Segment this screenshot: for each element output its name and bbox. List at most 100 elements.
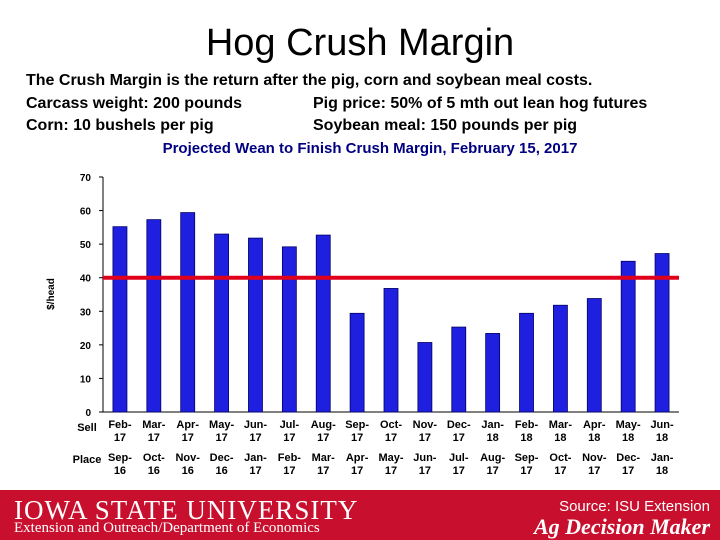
place-tick-label: Nov- xyxy=(175,452,200,464)
place-tick-label: Jun- xyxy=(413,452,437,464)
place-tick-label: 17 xyxy=(283,465,295,477)
y-tick-label: 50 xyxy=(80,240,92,251)
source-text: Source: ISU Extension xyxy=(559,498,710,515)
pig-price-text: Pig price: 50% of 5 mth out lean hog fut… xyxy=(313,95,648,112)
place-tick-label: 17 xyxy=(385,465,397,477)
sell-tick-label: Jun- xyxy=(650,419,674,431)
sell-tick-label: Jan- xyxy=(481,419,504,431)
sell-tick-label: Aug- xyxy=(311,419,336,431)
place-tick-label: 17 xyxy=(351,465,363,477)
corn-text: Corn: 10 bushels per pig xyxy=(26,117,214,134)
sell-tick-label: 18 xyxy=(554,432,566,444)
y-axis-label: $/head xyxy=(46,278,57,310)
place-tick-label: Apr- xyxy=(346,452,369,464)
place-tick-label: Dec- xyxy=(210,452,234,464)
y-tick-label: 40 xyxy=(80,274,92,285)
y-tick-label: 10 xyxy=(80,374,92,385)
sell-tick-label: 18 xyxy=(487,432,499,444)
sell-tick-label: 17 xyxy=(351,432,363,444)
sell-tick-label: 17 xyxy=(182,432,194,444)
sell-tick-label: 17 xyxy=(249,432,261,444)
bar xyxy=(654,253,670,413)
soybean-meal-text: Soybean meal: 150 pounds per pig xyxy=(313,117,578,134)
place-tick-label: 17 xyxy=(487,465,499,477)
carcass-weight-text: Carcass weight: 200 pounds xyxy=(26,95,243,112)
bar xyxy=(553,304,568,413)
sell-tick-label: 18 xyxy=(588,432,600,444)
sell-tick-label: 18 xyxy=(656,432,668,444)
sell-tick-label: Feb- xyxy=(515,419,539,431)
place-tick-label: 17 xyxy=(317,465,329,477)
sell-tick-label: 17 xyxy=(419,432,431,444)
place-tick-label: May- xyxy=(378,452,403,464)
sell-row-label: Sell xyxy=(77,422,97,434)
sell-tick-label: 17 xyxy=(283,432,295,444)
place-tick-label: 17 xyxy=(419,465,431,477)
bar xyxy=(349,312,365,413)
sell-tick-label: Nov- xyxy=(413,419,438,431)
place-tick-label: 17 xyxy=(249,465,261,477)
place-tick-label: 16 xyxy=(148,465,160,477)
place-tick-label: 17 xyxy=(453,465,465,477)
place-tick-label: Feb- xyxy=(278,452,302,464)
sell-tick-label: 17 xyxy=(453,432,465,444)
department-text: Extension and Outreach/Department of Eco… xyxy=(14,520,320,536)
y-tick-label: 30 xyxy=(80,307,92,318)
sell-tick-label: Apr- xyxy=(176,419,199,431)
bar xyxy=(112,226,128,413)
place-tick-label: Dec- xyxy=(616,452,640,464)
bar xyxy=(586,298,602,413)
bar xyxy=(180,212,196,413)
sell-tick-label: 17 xyxy=(215,432,227,444)
sell-tick-label: 18 xyxy=(520,432,532,444)
bar xyxy=(281,246,297,413)
sell-tick-label: 17 xyxy=(148,432,160,444)
sell-tick-label: Jul- xyxy=(280,419,300,431)
place-tick-label: 17 xyxy=(520,465,532,477)
place-tick-label: 17 xyxy=(588,465,600,477)
slide-title: Hog Crush Margin xyxy=(205,22,515,64)
place-tick-label: Jan- xyxy=(244,452,267,464)
sell-tick-label: Mar- xyxy=(142,419,166,431)
sell-tick-label: Apr- xyxy=(583,419,606,431)
bar xyxy=(485,333,501,413)
bar xyxy=(519,312,534,413)
y-tick-label: 70 xyxy=(80,173,92,184)
bar xyxy=(417,342,433,413)
sell-tick-label: May- xyxy=(209,419,234,431)
crush-margin-chart: Projected Wean to Finish Crush Margin, F… xyxy=(46,140,679,477)
bar xyxy=(451,326,467,413)
sell-tick-label: 18 xyxy=(622,432,634,444)
place-tick-label: Jul- xyxy=(449,452,469,464)
bar xyxy=(146,219,162,413)
place-tick-label: 18 xyxy=(656,465,668,477)
sell-tick-label: 17 xyxy=(317,432,329,444)
bar xyxy=(620,260,636,413)
sell-tick-label: 17 xyxy=(385,432,397,444)
sell-tick-label: Feb- xyxy=(108,419,132,431)
place-tick-label: Sep- xyxy=(515,452,539,464)
footer-bar xyxy=(0,490,720,540)
place-tick-label: Oct- xyxy=(143,452,165,464)
place-tick-label: 17 xyxy=(622,465,634,477)
place-tick-label: 16 xyxy=(114,465,126,477)
place-tick-label: 17 xyxy=(554,465,566,477)
place-tick-label: Mar- xyxy=(312,452,336,464)
place-tick-label: Jan- xyxy=(651,452,674,464)
y-tick-label: 20 xyxy=(80,341,92,352)
place-tick-label: 16 xyxy=(215,465,227,477)
sell-tick-label: Jun- xyxy=(244,419,268,431)
sell-tick-label: 17 xyxy=(114,432,126,444)
chart-title: Projected Wean to Finish Crush Margin, F… xyxy=(163,140,578,157)
place-tick-label: Nov- xyxy=(582,452,607,464)
place-tick-label: Oct- xyxy=(549,452,571,464)
y-tick-label: 60 xyxy=(80,207,92,218)
bar xyxy=(383,288,399,413)
brand-text: Ag Decision Maker xyxy=(534,514,710,539)
y-tick-label: 0 xyxy=(85,408,91,419)
place-tick-label: 16 xyxy=(182,465,194,477)
place-tick-label: Sep- xyxy=(108,452,132,464)
sell-tick-label: Dec- xyxy=(447,419,471,431)
sell-tick-label: Mar- xyxy=(549,419,573,431)
sell-tick-label: Sep- xyxy=(345,419,369,431)
